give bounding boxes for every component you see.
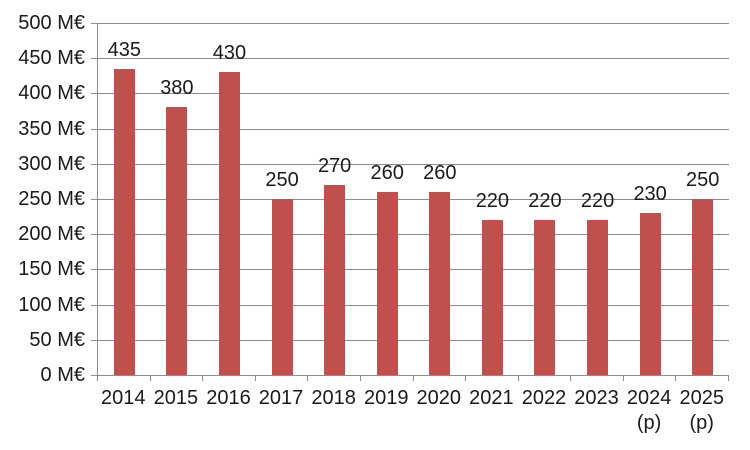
bar [324, 184, 346, 375]
y-axis-tick-label: 250 M€ [18, 188, 85, 210]
y-axis-tick-label: 0 M€ [40, 364, 85, 386]
bar-value-label: 435 [107, 38, 141, 61]
x-axis-category-label: 2015 [149, 386, 202, 411]
gridline [98, 93, 729, 95]
x-axis-category-label-line: 2023 [574, 387, 619, 409]
x-axis-tick [359, 376, 361, 381]
bar-value-label: 220 [475, 190, 510, 213]
gridline [98, 199, 729, 200]
x-axis-category-label: 2022 [517, 386, 570, 411]
x-axis-tick [622, 376, 624, 381]
x-axis-category-label-line: 2015 [153, 387, 199, 409]
x-axis-tick [675, 376, 677, 381]
x-axis-category-label-line: 2018 [311, 387, 356, 409]
x-axis-tick [412, 376, 414, 381]
x-axis-category-label: 2021 [465, 386, 518, 411]
bar-value-label: 380 [160, 77, 194, 100]
bar [692, 199, 714, 375]
y-axis-tick [91, 163, 97, 165]
bar-value-label: 250 [686, 169, 720, 191]
x-axis-category-label-line: 2020 [416, 387, 462, 409]
x-axis-tick [465, 376, 467, 381]
bar-value-label: 220 [528, 190, 562, 213]
y-axis-tick-label: 350 M€ [18, 117, 85, 140]
x-axis-category-label-line: (p) [689, 412, 714, 434]
x-axis-category-label: 2019 [360, 386, 413, 411]
x-axis-tick [202, 376, 204, 381]
x-axis-category-label-line: 2019 [363, 387, 409, 409]
x-axis-tick [149, 376, 151, 381]
gridline [98, 269, 729, 271]
gridline [98, 23, 729, 24]
y-axis-tick-label: 50 M€ [29, 328, 85, 351]
y-axis-tick-label: 500 M€ [18, 12, 85, 34]
x-axis-category-label: 2014 [97, 386, 150, 411]
x-axis-category-label-line: 2025 [679, 387, 724, 409]
x-axis-category-label: 2020 [412, 386, 465, 411]
bar [429, 191, 451, 375]
x-axis-category-label-line: 2016 [206, 387, 251, 409]
x-axis-category-label: 2025 (p) [675, 386, 728, 436]
gridline [98, 234, 729, 236]
y-axis-tick [91, 375, 97, 376]
gridline [98, 58, 729, 60]
gridline [98, 339, 729, 341]
x-axis-category-label-line: 2024 [626, 387, 672, 409]
y-axis-tick [91, 58, 97, 60]
y-axis-tick-label: 400 M€ [18, 82, 85, 105]
y-axis-tick [91, 23, 97, 24]
y-axis-tick [91, 199, 97, 200]
y-axis-tick [91, 339, 97, 341]
x-axis-tick [254, 376, 256, 381]
bar [166, 107, 188, 375]
y-axis-tick [91, 269, 97, 271]
bar [218, 72, 240, 375]
bar [376, 191, 398, 375]
x-axis-category-label: 2017 [255, 386, 308, 411]
x-axis-tick [570, 376, 572, 381]
gridline [98, 304, 729, 306]
x-axis-category-label-line: 2021 [469, 387, 514, 409]
x-axis-category-label-line: 2014 [101, 387, 146, 409]
bar-value-label: 230 [633, 183, 667, 206]
y-axis-tick [91, 234, 97, 236]
x-axis-category-label: 2016 [202, 386, 255, 411]
bar [639, 213, 661, 375]
y-axis-tick-label: 450 M€ [18, 47, 85, 70]
y-axis-tick-label: 150 M€ [18, 258, 85, 281]
y-axis-tick-label: 300 M€ [18, 152, 85, 175]
x-axis-category-label-line: 2022 [521, 387, 567, 409]
gridline [98, 128, 729, 130]
bar [534, 220, 556, 375]
bar-value-label: 220 [580, 190, 615, 213]
x-axis-category-label: 2023 [570, 386, 623, 411]
x-axis-tick [728, 376, 729, 381]
bar [481, 220, 503, 375]
x-axis-category-label: 2018 [307, 386, 360, 411]
gridline [98, 163, 729, 165]
x-axis-category-label-line: (p) [636, 412, 662, 434]
y-axis-tick [91, 304, 97, 306]
bar [113, 68, 135, 375]
bar-value-label: 430 [212, 42, 247, 65]
y-axis-tick-label: 200 M€ [18, 223, 85, 246]
x-axis-tick [97, 376, 98, 381]
x-axis-tick [307, 376, 309, 381]
bar-value-label: 250 [265, 169, 299, 191]
bar [271, 199, 293, 375]
x-axis-category-label: 2024 (p) [623, 386, 676, 436]
plot-area: 435 380 430 250 270 260 260 220 220 220 230 250 [97, 23, 729, 376]
x-axis-tick [517, 376, 519, 381]
bar-value-label: 270 [317, 154, 352, 177]
y-axis-tick [91, 128, 97, 130]
x-axis-category-label-line: 2017 [258, 387, 304, 409]
bar-value-label: 260 [423, 161, 457, 184]
bar [587, 220, 609, 375]
y-axis-tick-label: 100 M€ [18, 293, 85, 316]
y-axis-tick [91, 93, 97, 95]
bar-value-label: 260 [370, 161, 404, 184]
